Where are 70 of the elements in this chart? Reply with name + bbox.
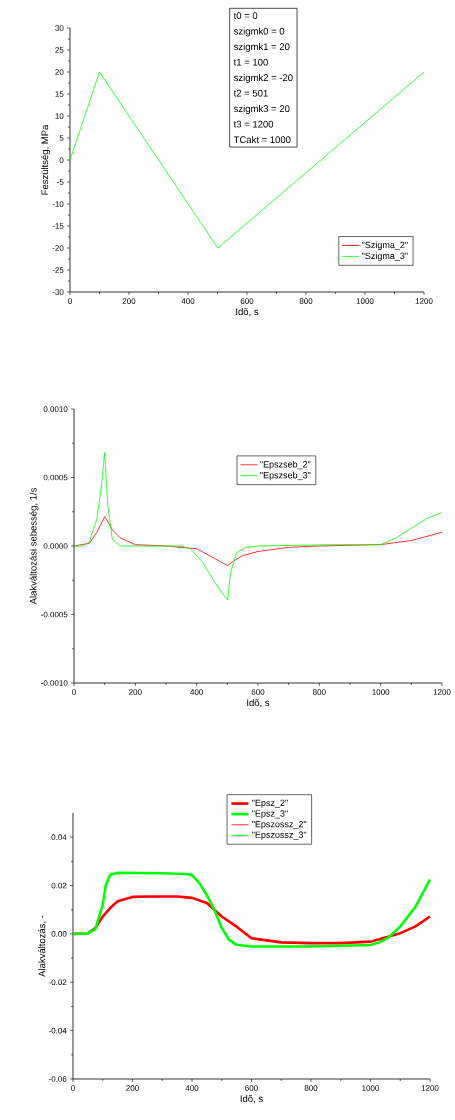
y-tick-label: 0.0000 — [43, 543, 68, 549]
x-tick-label: 600 — [245, 1085, 258, 1091]
legend-label: "Epsz_3" — [252, 810, 288, 819]
y-tick-label: 0.00 — [51, 931, 67, 937]
y-tick-label: 15 — [55, 91, 64, 97]
y-tick-label: -0.04 — [48, 1027, 67, 1034]
x-tick-label: 800 — [299, 298, 313, 304]
x-tick-label: 1000 — [362, 1085, 380, 1091]
y-tick-label: -0.06 — [48, 1076, 67, 1082]
y-tick-label: 0.0005 — [43, 474, 68, 481]
legend-label: "Epszossz_3" — [252, 831, 307, 840]
annotation: t2 = 501 — [233, 89, 268, 97]
y-tick-label: 0.0010 — [43, 406, 68, 412]
annotation: t1 = 100 — [233, 58, 268, 66]
y-tick-label: 20 — [55, 69, 64, 75]
x-tick-label: 800 — [313, 689, 326, 695]
x-axis-title: Idõ, s — [247, 699, 270, 708]
annotation: szigmk2 = -20 — [233, 74, 293, 83]
y-tick-label: -30 — [52, 289, 64, 295]
y-axis-title: Alakváltozás, - — [38, 915, 47, 977]
annotation: szigmk0 = 0 — [233, 27, 285, 37]
y-axis-title: Feszültség, MPa — [41, 124, 51, 195]
x-tick-label: 600 — [251, 689, 265, 695]
annotation: szigmk1 = 20 — [233, 43, 290, 52]
y-tick-label: -20 — [52, 245, 64, 251]
y-tick-label: 5 — [59, 135, 64, 141]
legend-label: "Epszossz_2" — [252, 820, 307, 830]
x-tick-label: 1200 — [415, 298, 433, 304]
x-tick-label: 1000 — [372, 689, 390, 695]
x-tick-label: 0 — [71, 1085, 75, 1091]
x-tick-label: 400 — [190, 689, 204, 695]
y-tick-label: 10 — [55, 113, 64, 119]
y-tick-label: 0.04 — [51, 834, 67, 841]
x-tick-label: 1200 — [433, 689, 451, 695]
legend-label: "Epsz_2" — [252, 799, 288, 808]
x-tick-label: 800 — [304, 1085, 318, 1091]
legend-label: "Epszseb_2" — [260, 460, 311, 470]
x-axis-title: Idõ, s — [240, 1095, 263, 1104]
y-tick-label: -25 — [52, 267, 64, 273]
annotation: TCakt = 1000 — [233, 136, 291, 144]
y-axis-title: Alakváltozási sebesség, 1/s — [29, 488, 39, 605]
y-tick-label: -15 — [52, 223, 64, 229]
annotation: t3 = 1200 — [233, 120, 274, 128]
y-tick-label: 0 — [59, 157, 64, 163]
y-tick-label: -5 — [57, 179, 64, 185]
y-tick-label: -0.0005 — [41, 611, 68, 618]
x-tick-label: 600 — [240, 298, 254, 304]
legend-label: "Szigma_3" — [362, 252, 408, 261]
line-series — [71, 871, 432, 948]
x-tick-label: 0 — [68, 298, 72, 304]
y-tick-label: -10 — [52, 201, 64, 207]
legend-label: "Szigma_2" — [362, 241, 408, 250]
x-tick-label: 1200 — [421, 1085, 439, 1091]
x-tick-label: 0 — [72, 689, 76, 695]
x-tick-label: 200 — [126, 1085, 139, 1091]
x-tick-label: 200 — [129, 689, 142, 695]
x-tick-label: 200 — [122, 298, 136, 304]
y-tick-label: 0.02 — [51, 882, 67, 889]
annotation: szigmk3 = 20 — [233, 105, 290, 114]
legend-label: "Epszseb_3" — [260, 471, 311, 481]
text: t0 = 0 — [233, 12, 258, 20]
x-tick-label: 400 — [181, 298, 195, 304]
x-tick-label: 1000 — [356, 298, 374, 304]
y-tick-label: -0.0010 — [41, 680, 68, 686]
line-series — [73, 452, 443, 601]
x-axis-title: Idõ, s — [236, 308, 259, 317]
y-tick-label: -0.02 — [48, 979, 67, 986]
y-tick-label: 25 — [55, 47, 64, 53]
x-tick-label: 400 — [185, 1085, 199, 1091]
y-tick-label: 30 — [55, 25, 64, 31]
